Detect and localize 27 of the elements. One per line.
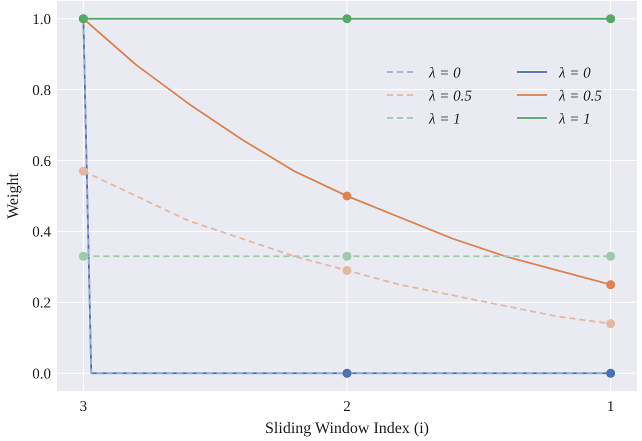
y-tick-label: 0.2 bbox=[32, 296, 51, 312]
y-tick-label: 0.8 bbox=[32, 82, 51, 99]
point bbox=[78, 252, 88, 261]
point bbox=[606, 319, 616, 328]
x-tick-label: 2 bbox=[343, 399, 351, 415]
y-tick-label: 0.4 bbox=[32, 224, 52, 241]
legend-label: λ = 0 bbox=[428, 65, 462, 82]
point bbox=[342, 14, 352, 24]
point bbox=[606, 14, 616, 24]
legend-label: λ = 0 bbox=[558, 65, 592, 82]
x-tick-label: 1 bbox=[606, 399, 614, 415]
point bbox=[78, 166, 88, 176]
point bbox=[342, 266, 352, 275]
point bbox=[342, 252, 352, 261]
x-tick-label: 3 bbox=[80, 399, 88, 415]
x-axis-title: Sliding Window Index (i) bbox=[265, 420, 429, 437]
point bbox=[606, 280, 616, 290]
legend-label: λ = 1 bbox=[558, 111, 591, 128]
y-axis-title: Weight bbox=[5, 172, 22, 219]
legend-label: λ = 1 bbox=[428, 111, 461, 128]
y-tick-label: 0.0 bbox=[32, 366, 51, 383]
point bbox=[342, 192, 352, 200]
legend-label: λ = 0.5 bbox=[428, 88, 472, 104]
y-tick-label: 0.6 bbox=[32, 154, 52, 170]
y-tick-label: 1.0 bbox=[32, 12, 51, 28]
legend-label: λ = 0.5 bbox=[558, 88, 602, 104]
point bbox=[606, 252, 616, 261]
